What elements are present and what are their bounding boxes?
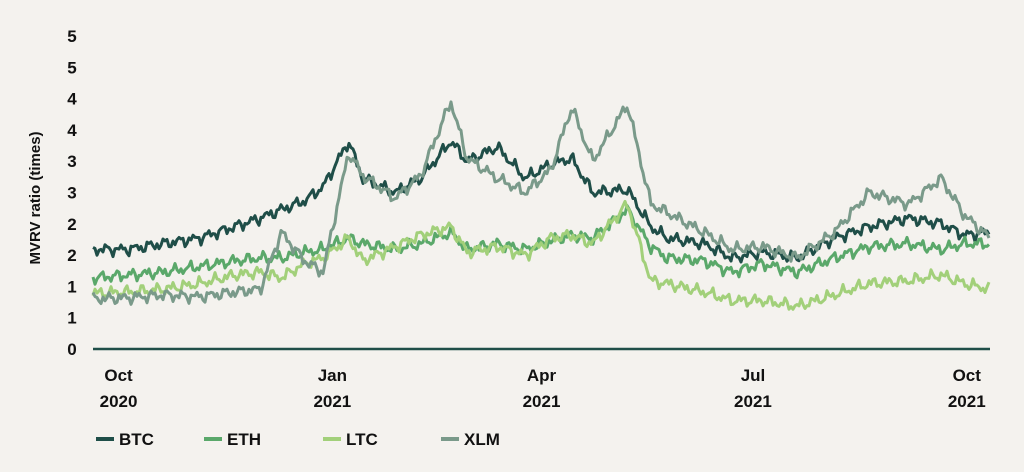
x-tick-label: Apr 2021 (523, 366, 561, 411)
x-tick-label: Jul 2021 (734, 366, 772, 411)
y-axis-title: MVRV ratio (times) (27, 131, 44, 264)
x-tick-label: Jan 2021 (313, 366, 351, 411)
legend-label-btc: BTC (119, 430, 154, 449)
y-tick-label: 4 (67, 90, 77, 109)
series-line-xlm (91, 100, 991, 306)
series-line-ltc (91, 199, 991, 311)
x-tick-label: Oct 2020 (100, 366, 138, 411)
series-line-btc (92, 141, 991, 264)
legend-label-xlm: XLM (464, 430, 500, 449)
y-tick-label: 4 (67, 121, 77, 140)
y-tick-label: 5 (67, 58, 76, 77)
y-tick-label: 2 (67, 215, 76, 234)
x-axis-ticks: Oct 2020 Jan 2021 Apr 2021 Jul 2021 Oct 2021 (100, 366, 986, 411)
legend-label-ltc: LTC (346, 430, 378, 449)
y-tick-label: 1 (67, 277, 76, 296)
y-tick-label: 0 (67, 340, 76, 359)
y-axis-ticks: 0 1 1 2 2 3 3 4 4 5 5 (67, 27, 77, 359)
x-tick-label: Oct 2021 (948, 366, 986, 411)
y-tick-label: 3 (67, 152, 76, 171)
y-tick-label: 1 (67, 309, 76, 328)
series-lines (91, 100, 991, 311)
legend: BTC ETH LTC XLM (96, 430, 500, 449)
y-tick-label: 3 (67, 184, 76, 203)
y-tick-label: 5 (67, 27, 76, 46)
legend-label-eth: ETH (227, 430, 261, 449)
y-tick-label: 2 (67, 246, 76, 265)
